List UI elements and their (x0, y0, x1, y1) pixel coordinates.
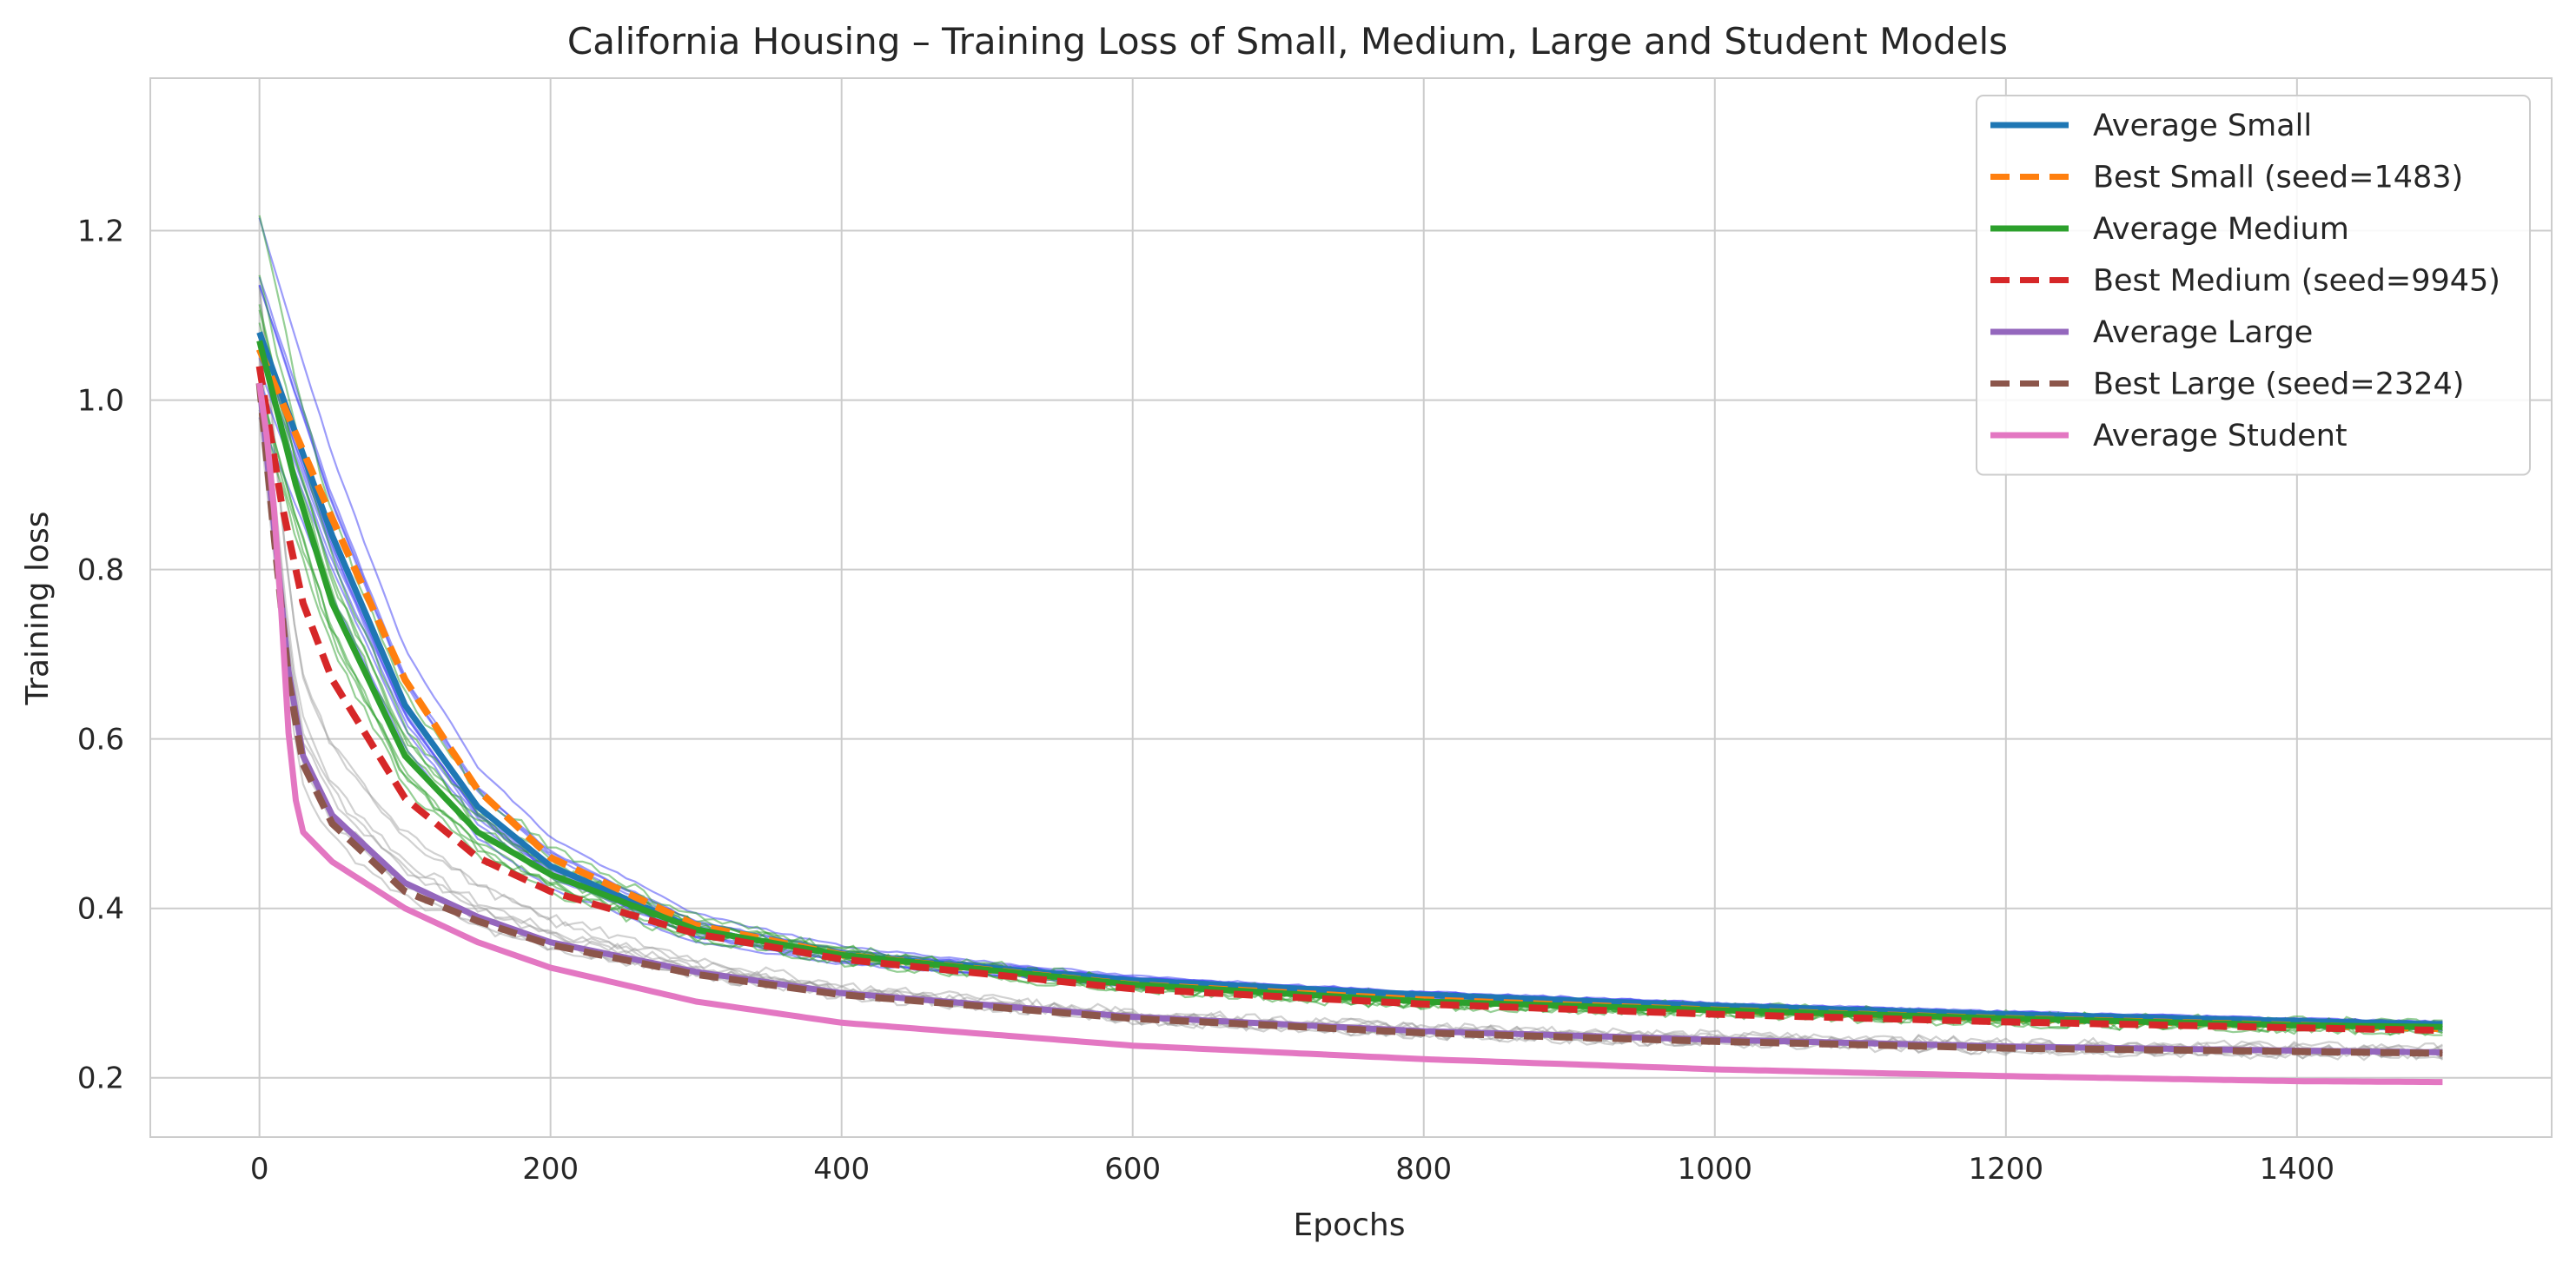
series-lines (255, 331, 2443, 1086)
legend-label: Best Large (seed=2324) (2093, 367, 2464, 402)
y-tick-label: 0.4 (77, 892, 124, 927)
legend-label: Best Small (seed=1483) (2093, 161, 2463, 195)
legend-label: Average Small (2093, 109, 2312, 143)
y-tick-label: 1.0 (77, 384, 124, 419)
series-line (255, 382, 2443, 1057)
legend-label: Best Medium (seed=9945) (2093, 264, 2500, 299)
plot-frame (149, 77, 2553, 1138)
x-tick-label: 600 (1104, 1152, 1161, 1187)
x-axis-label: Epochs (1294, 1207, 1406, 1243)
y-tick-label: 0.2 (77, 1062, 124, 1096)
legend-label: Average Medium (2093, 212, 2349, 247)
series-line (255, 365, 2443, 1035)
tick-labels: 0 200 400 600 800 1000 1200 1400 0.2 0.4 0.6 0.8 1.0… (77, 215, 2334, 1187)
series-line (256, 331, 2443, 1028)
x-tick-label: 200 (522, 1152, 579, 1187)
y-axis-label: Training loss (20, 511, 56, 705)
x-tick-label: 400 (813, 1152, 870, 1187)
y-tick-label: 0.8 (77, 553, 124, 588)
chart-title: California Housing – Training Loss of Sm… (567, 20, 2008, 63)
individual-run-line (258, 285, 2444, 1062)
x-tick-label: 1000 (1678, 1152, 1753, 1187)
legend: Average Small Best Small (seed=1483) Avera… (1976, 95, 2531, 476)
x-tick-label: 1200 (1969, 1152, 2044, 1187)
x-tick-label: 800 (1395, 1152, 1452, 1187)
y-tick-label: 0.6 (77, 723, 124, 757)
x-tick-label: 1400 (2260, 1152, 2335, 1187)
y-tick-label: 1.2 (77, 215, 124, 249)
legend-label: Average Student (2093, 419, 2348, 453)
legend-box (1976, 95, 2531, 476)
legend-label: Average Large (2093, 315, 2313, 350)
series-line (256, 382, 2443, 1086)
x-tick-label: 0 (250, 1152, 269, 1187)
